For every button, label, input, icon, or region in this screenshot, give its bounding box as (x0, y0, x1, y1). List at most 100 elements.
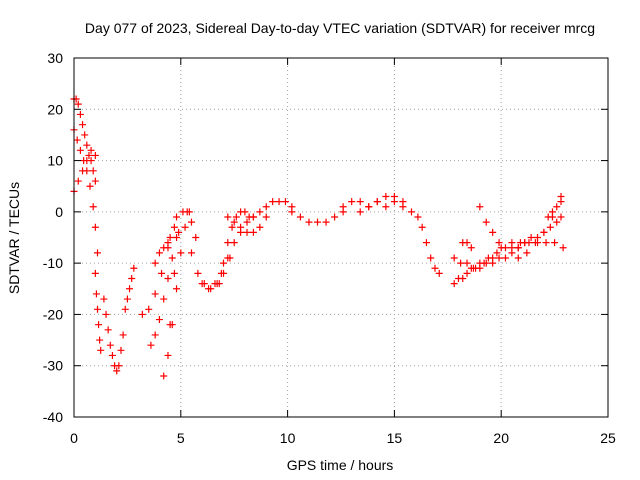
data-point (121, 305, 129, 313)
series-arc-k (166, 208, 200, 329)
data-point (155, 316, 163, 324)
data-point (164, 239, 172, 247)
y-tick-label: -20 (43, 306, 63, 322)
data-point (450, 280, 458, 288)
data-point (177, 249, 185, 257)
data-point (527, 234, 535, 241)
data-point (546, 223, 554, 231)
data-point (166, 321, 174, 329)
y-tick-label: 0 (55, 204, 63, 220)
data-point (83, 157, 91, 165)
data-point (166, 234, 174, 241)
data-point (544, 213, 552, 221)
data-point (557, 192, 565, 200)
data-point (382, 192, 390, 200)
data-point (104, 326, 112, 334)
data-point (551, 239, 559, 247)
data-point (145, 305, 153, 313)
data-point (467, 244, 475, 252)
series-arc-f (121, 264, 138, 313)
ticks-layer: 0 5 10 15 20 25 -40 -30 -20 -10 0 10 20 30 (43, 50, 616, 446)
series-arc-n (215, 208, 257, 288)
data-point (100, 295, 108, 303)
data-point (275, 198, 283, 206)
data-point (170, 223, 178, 231)
data-point (160, 372, 168, 380)
data-point (175, 228, 183, 236)
data-point (93, 249, 101, 257)
data-point (187, 249, 195, 257)
data-point (489, 259, 497, 267)
data-point (79, 121, 87, 129)
data-point (93, 305, 101, 313)
data-point (249, 213, 257, 221)
data-point (296, 213, 304, 221)
data-point (96, 336, 104, 344)
data-point (373, 198, 381, 206)
data-point (501, 254, 509, 262)
data-point (348, 198, 356, 206)
data-point (514, 244, 522, 252)
series-arc-h (147, 234, 181, 349)
data-point (91, 151, 99, 159)
data-point (215, 280, 223, 288)
data-point (525, 239, 533, 247)
data-point (476, 264, 484, 272)
data-point (173, 285, 181, 293)
series-arc-e (100, 295, 127, 375)
data-point (435, 269, 443, 277)
data-point (540, 228, 548, 236)
data-point (482, 259, 490, 267)
x-tick-label: 25 (600, 430, 616, 446)
data-point (542, 239, 550, 247)
data-point (79, 167, 87, 175)
data-point (365, 203, 373, 211)
data-point (74, 100, 82, 108)
data-point (74, 177, 82, 185)
series-arc-v (476, 203, 529, 252)
data-point (230, 218, 238, 226)
series-arc-o (224, 213, 270, 236)
data-point (92, 290, 100, 298)
data-point (339, 203, 347, 211)
data-point (123, 295, 131, 303)
data-point (531, 239, 539, 247)
data-point (192, 234, 200, 241)
data-point (217, 269, 225, 277)
data-point (224, 239, 232, 247)
data-point (87, 146, 95, 154)
y-tick-label: -30 (43, 358, 63, 374)
data-point (427, 254, 435, 262)
data-point (151, 331, 159, 339)
data-point (181, 223, 189, 231)
data-point (508, 239, 516, 247)
data-point (230, 239, 238, 247)
data-point (418, 223, 426, 231)
data-point (89, 203, 97, 211)
data-point (281, 198, 289, 206)
data-point (243, 228, 251, 236)
data-point (83, 141, 91, 149)
y-tick-label: -10 (43, 255, 63, 271)
series-arc-r (356, 198, 407, 216)
x-tick-label: 5 (177, 430, 185, 446)
data-point (76, 110, 84, 118)
series-arc-g (138, 213, 181, 318)
data-point (269, 198, 277, 206)
data-point (495, 254, 503, 262)
data-point (168, 254, 176, 262)
data-point (553, 218, 561, 226)
series-arc-s (418, 223, 443, 277)
data-point (450, 254, 458, 262)
data-point (85, 151, 93, 159)
data-point (459, 275, 467, 283)
plot-frame (73, 57, 609, 418)
series-arc-i (151, 234, 174, 267)
data-point (91, 177, 99, 185)
data-point (463, 269, 471, 277)
data-point (108, 351, 116, 359)
data-point (493, 249, 501, 257)
data-point (119, 331, 127, 339)
data-point (117, 346, 125, 354)
